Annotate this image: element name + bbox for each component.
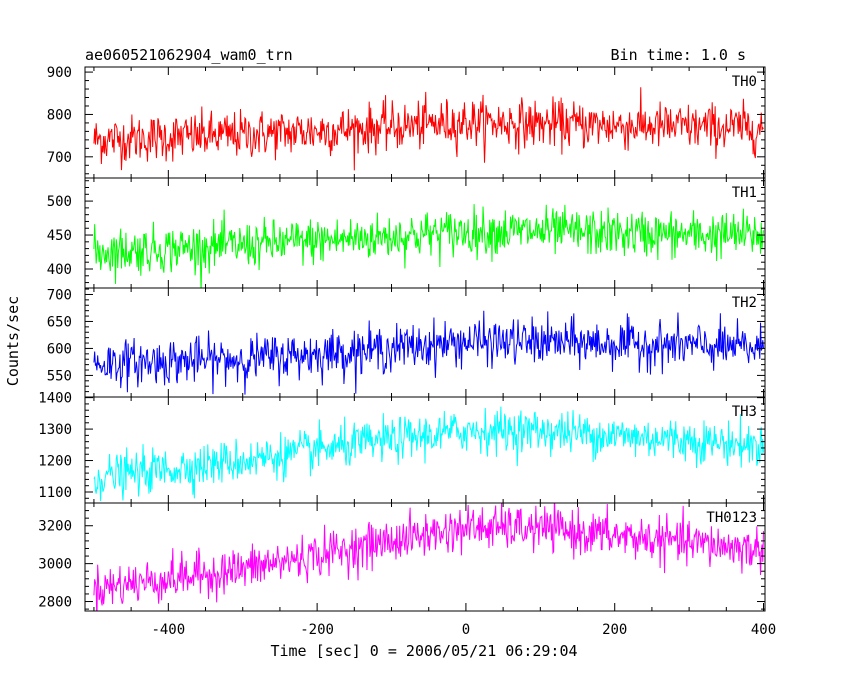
y-tick-label: 550: [47, 368, 72, 384]
y-tick-label: 1300: [38, 422, 72, 438]
chart-title: ae060521062904_wam0_trn: [85, 46, 293, 64]
panel-label-th1: TH1: [732, 185, 757, 201]
y-tick-label: 400: [47, 262, 72, 278]
series-line-th0123: [93, 503, 765, 611]
y-axis-label: Counts/sec: [4, 296, 22, 386]
y-tick-label: 700: [47, 150, 72, 166]
y-tick-label: 3000: [38, 557, 72, 573]
panel-label-th0: TH0: [732, 74, 757, 90]
series-line-th1: [93, 204, 765, 288]
panels-group: TH0 700 800 900 TH1 400 450 500 TH2 550 600 650 700 T…: [38, 65, 776, 638]
y-tick-label: 800: [47, 107, 72, 123]
x-tick-label: 400: [751, 622, 776, 638]
series-line-th3: [93, 406, 765, 502]
x-tick-label: 0: [462, 622, 470, 638]
y-tick-label: 450: [47, 228, 72, 244]
y-tick-label: 2800: [38, 595, 72, 611]
panel-label-th0123: TH0123: [706, 510, 757, 526]
y-tick-label: 600: [47, 341, 72, 357]
x-axis-label: Time [sec] 0 = 2006/05/21 06:29:04: [270, 642, 577, 660]
series-line-th0: [93, 87, 764, 171]
y-tick-label: 1100: [38, 485, 72, 501]
x-tick-label: -400: [151, 622, 185, 638]
y-tick-label: 650: [47, 314, 72, 330]
y-tick-label: 500: [47, 194, 72, 210]
y-tick-label: 700: [47, 287, 72, 303]
y-tick-label: 1200: [38, 454, 72, 470]
y-tick-label: 900: [47, 65, 72, 81]
panel-label-th2: TH2: [732, 295, 757, 311]
x-tick-label: -200: [300, 622, 334, 638]
series-line-th2: [93, 310, 765, 395]
bin-time-label: Bin time: 1.0 s: [611, 46, 746, 64]
x-tick-label: 200: [602, 622, 627, 638]
panel-label-th3: TH3: [732, 404, 757, 420]
y-tick-label: 1400: [38, 391, 72, 407]
panel-frame-th0123: [84, 502, 766, 612]
y-tick-label: 3200: [38, 519, 72, 535]
